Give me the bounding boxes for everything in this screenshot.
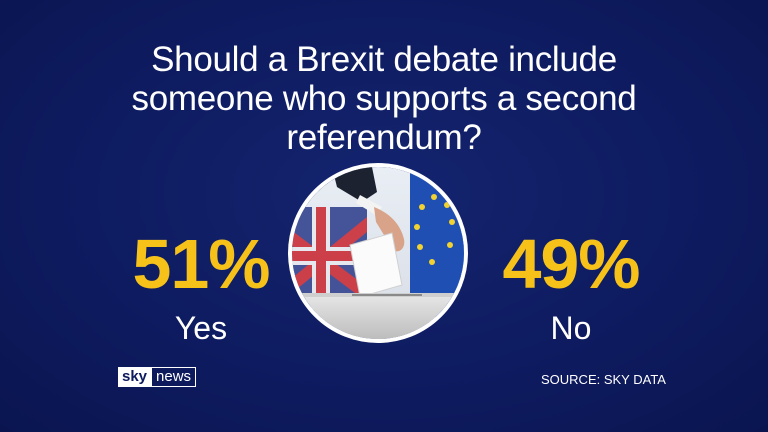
no-percentage: 49% bbox=[502, 225, 640, 303]
ballot-photo-icon bbox=[292, 167, 464, 339]
sky-news-logo: sky news bbox=[118, 367, 197, 387]
source-note: SOURCE: SKY DATA bbox=[541, 372, 666, 387]
chart-title: Should a Brexit debate include someone w… bbox=[131, 40, 637, 157]
news-logo-text: news bbox=[151, 367, 197, 387]
yes-label: Yes bbox=[174, 310, 228, 346]
ballot-box-photo bbox=[288, 163, 468, 343]
no-label: No bbox=[550, 310, 592, 346]
sky-logo-text: sky bbox=[118, 367, 152, 387]
yes-percentage: 51% bbox=[132, 225, 270, 303]
